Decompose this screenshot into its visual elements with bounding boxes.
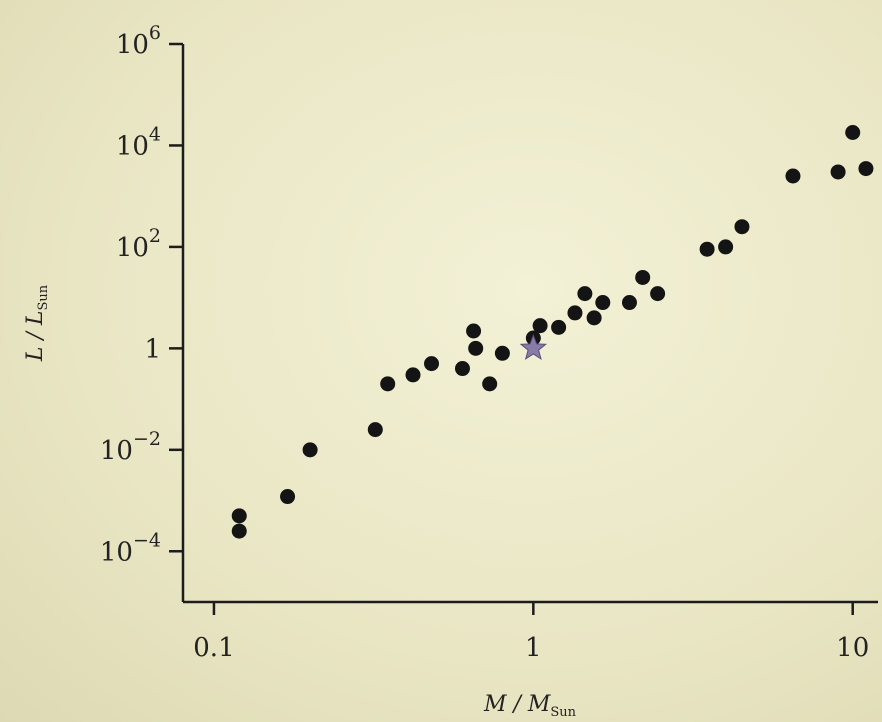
star-data-point bbox=[532, 318, 548, 334]
axes bbox=[181, 44, 878, 604]
star-data-point bbox=[586, 310, 602, 326]
star-data-point bbox=[482, 376, 498, 392]
y-tick-label: 10−4 bbox=[100, 529, 161, 567]
star-data-point bbox=[494, 345, 510, 361]
star-data-point bbox=[280, 489, 296, 505]
star-data-point bbox=[551, 319, 567, 335]
star-data-point bbox=[595, 295, 611, 311]
y-axis-label: L / LSun bbox=[23, 284, 51, 362]
x-tick-label: 10 bbox=[836, 633, 869, 663]
star-data-point bbox=[302, 442, 318, 458]
star-data-point bbox=[785, 168, 801, 184]
y-tick-label: 1 bbox=[144, 334, 161, 364]
star-data-point bbox=[468, 340, 484, 356]
y-tick-label: 102 bbox=[116, 225, 161, 263]
sun-star-marker bbox=[519, 333, 548, 361]
y-ticks: 106 104 102 1 10−2 10−4 bbox=[100, 22, 183, 567]
y-tick-label: 106 bbox=[116, 22, 161, 60]
star-data-point bbox=[718, 239, 734, 255]
star-data-point bbox=[650, 286, 666, 302]
x-axis-label: M / MSun bbox=[483, 692, 577, 720]
star-data-point bbox=[699, 241, 715, 257]
x-ticks: 0.1 1 10 bbox=[193, 602, 869, 663]
star-data-point bbox=[845, 125, 861, 141]
star-data-point bbox=[367, 422, 383, 438]
star-data-point bbox=[621, 295, 637, 311]
star-data-point bbox=[231, 523, 247, 539]
data-points bbox=[231, 125, 874, 539]
x-tick-label: 1 bbox=[525, 633, 542, 663]
star-data-point bbox=[577, 286, 593, 302]
star-data-point bbox=[734, 219, 750, 235]
star-data-point bbox=[405, 367, 421, 383]
star-data-point bbox=[424, 356, 440, 372]
star-data-point bbox=[231, 508, 247, 524]
x-tick-label: 0.1 bbox=[193, 633, 234, 663]
star-data-point bbox=[380, 376, 396, 392]
star-data-point bbox=[466, 323, 482, 339]
star-data-point bbox=[858, 161, 874, 177]
star-data-point bbox=[567, 305, 583, 321]
star-data-point bbox=[635, 269, 651, 285]
star-data-point bbox=[830, 164, 846, 180]
y-tick-label: 104 bbox=[116, 123, 161, 161]
y-tick-label: 10−2 bbox=[100, 428, 161, 466]
star-data-point bbox=[454, 361, 470, 377]
